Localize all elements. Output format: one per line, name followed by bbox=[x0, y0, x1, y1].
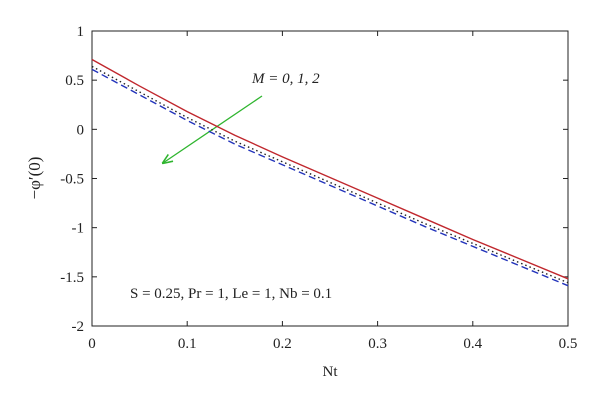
y-tick-label: 0.5 bbox=[65, 73, 84, 89]
series-line bbox=[91, 65, 569, 284]
y-tick-label: -1 bbox=[72, 221, 85, 237]
series-line bbox=[91, 68, 569, 287]
y-tick-label: -1.5 bbox=[60, 270, 84, 286]
annotation: M = 0, 1, 2 bbox=[251, 71, 320, 87]
annotation: S = 0.25, Pr = 1, Le = 1, Nb = 0.1 bbox=[130, 286, 332, 302]
x-tick-label: 0 bbox=[88, 336, 96, 352]
x-tick-label: 0.5 bbox=[559, 336, 578, 352]
y-tick-label: 0 bbox=[77, 122, 85, 138]
y-tick-label: -0.5 bbox=[60, 172, 84, 188]
series-line bbox=[91, 58, 569, 280]
x-tick-label: 0.2 bbox=[273, 336, 292, 352]
y-tick-label: -2 bbox=[72, 319, 85, 335]
x-axis-label: Nt bbox=[323, 364, 339, 380]
plot-frame bbox=[91, 30, 569, 327]
x-tick-label: 0.1 bbox=[178, 336, 197, 352]
y-tick-label: 1 bbox=[77, 24, 85, 40]
x-tick-label: 0.3 bbox=[368, 336, 387, 352]
y-axis-label: −φ′(0) bbox=[25, 157, 44, 200]
x-tick-label: 0.4 bbox=[463, 336, 482, 352]
